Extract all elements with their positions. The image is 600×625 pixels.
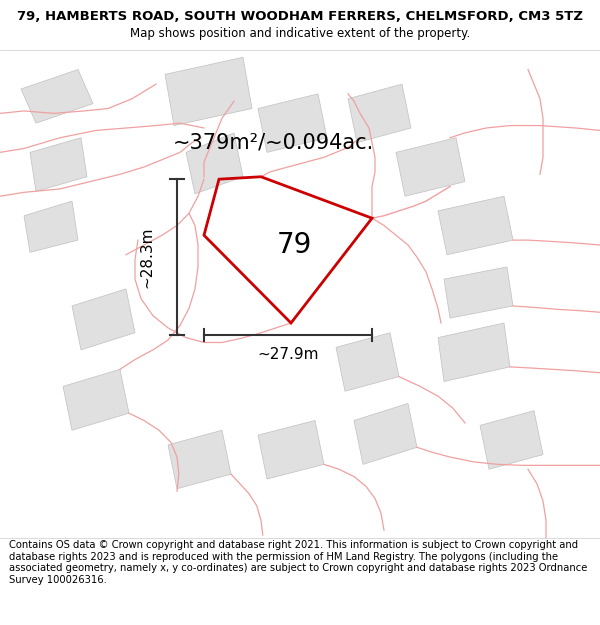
Polygon shape: [21, 69, 93, 123]
Text: 79, HAMBERTS ROAD, SOUTH WOODHAM FERRERS, CHELMSFORD, CM3 5TZ: 79, HAMBERTS ROAD, SOUTH WOODHAM FERRERS…: [17, 10, 583, 23]
Polygon shape: [438, 323, 510, 381]
Polygon shape: [186, 133, 243, 194]
Polygon shape: [336, 332, 399, 391]
Text: ~28.3m: ~28.3m: [139, 226, 155, 288]
Polygon shape: [258, 421, 324, 479]
Polygon shape: [168, 430, 231, 489]
Polygon shape: [444, 267, 513, 318]
Polygon shape: [348, 84, 411, 142]
Text: ~27.9m: ~27.9m: [257, 348, 319, 362]
Polygon shape: [63, 369, 129, 430]
Text: Map shows position and indicative extent of the property.: Map shows position and indicative extent…: [130, 27, 470, 40]
Polygon shape: [24, 201, 78, 252]
Polygon shape: [438, 196, 513, 255]
Text: ~379m²/~0.094ac.: ~379m²/~0.094ac.: [172, 132, 374, 152]
Polygon shape: [480, 411, 543, 469]
Text: Contains OS data © Crown copyright and database right 2021. This information is : Contains OS data © Crown copyright and d…: [9, 540, 587, 585]
Polygon shape: [354, 404, 417, 464]
Polygon shape: [258, 94, 327, 152]
Polygon shape: [72, 289, 135, 350]
Polygon shape: [165, 58, 252, 126]
Text: 79: 79: [277, 231, 311, 259]
Polygon shape: [396, 138, 465, 196]
Polygon shape: [30, 138, 87, 191]
